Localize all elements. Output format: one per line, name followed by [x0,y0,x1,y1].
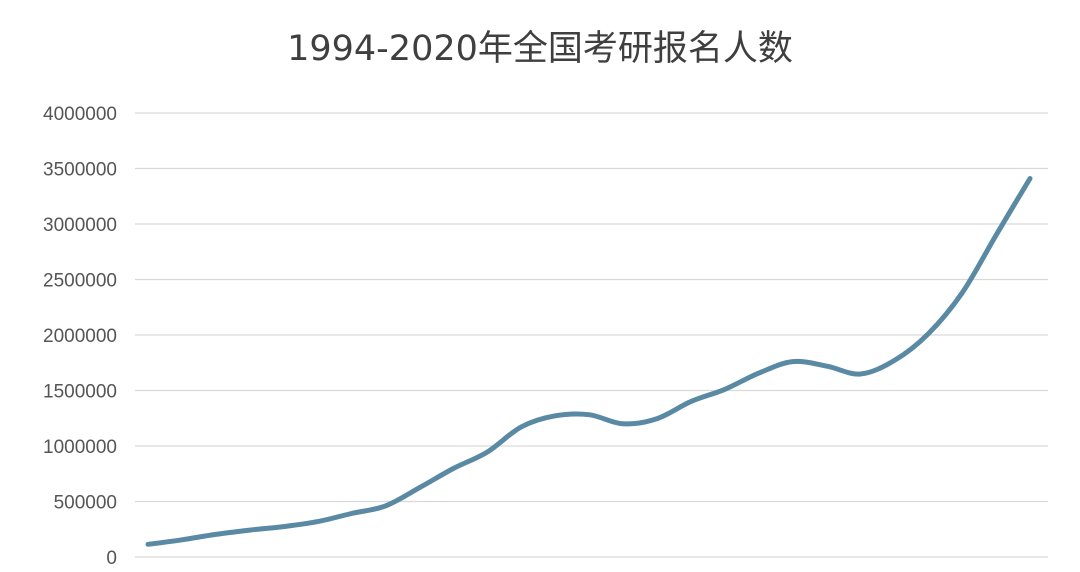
series-line-0 [145,176,1033,547]
data-point-2011 [722,387,727,392]
data-point-1996 [213,532,218,537]
y-tick-label-2500000: 2500000 [43,271,117,292]
data-point-1998 [281,524,286,529]
y-tick-label-3500000: 3500000 [43,160,117,181]
data-point-2000 [349,511,354,516]
y-axis-tick-labels: 0 500000 1000000 1500000 2000000 2500000 30000… [43,104,117,569]
data-point-2015 [858,371,863,376]
y-tick-label-4000000: 4000000 [43,104,117,125]
data-point-2010 [688,399,693,404]
data-point-1994 [146,542,151,547]
series-layer [145,176,1033,547]
data-point-2005 [519,424,524,429]
data-point-2006 [553,413,558,418]
data-point-1999 [315,519,320,524]
data-point-2009 [654,416,659,421]
data-point-2019 [994,233,999,238]
chart-title: 1994-2020年全国考研报名人数 [287,29,793,69]
y-tick-label-2000000: 2000000 [43,326,117,347]
y-tick-label-1500000: 1500000 [43,382,117,403]
data-point-2012 [756,371,761,376]
data-point-2002 [417,485,422,490]
data-point-2004 [485,450,490,455]
data-point-2016 [892,358,897,363]
data-point-2008 [620,421,625,426]
data-point-2003 [451,466,456,471]
grid-lines [135,112,1048,558]
y-tick-label-3000000: 3000000 [43,215,117,236]
data-point-2017 [926,331,931,336]
data-point-2013 [790,359,795,364]
data-point-2018 [960,290,965,295]
data-point-2014 [824,364,829,369]
y-tick-label-0: 0 [106,548,117,569]
y-tick-label-1000000: 1000000 [43,437,117,458]
data-point-1997 [247,528,252,533]
data-point-2007 [587,412,592,417]
data-point-2001 [383,503,388,508]
y-tick-label-500000: 500000 [54,493,117,514]
data-point-2020 [1028,176,1033,181]
data-point-1995 [179,537,184,542]
